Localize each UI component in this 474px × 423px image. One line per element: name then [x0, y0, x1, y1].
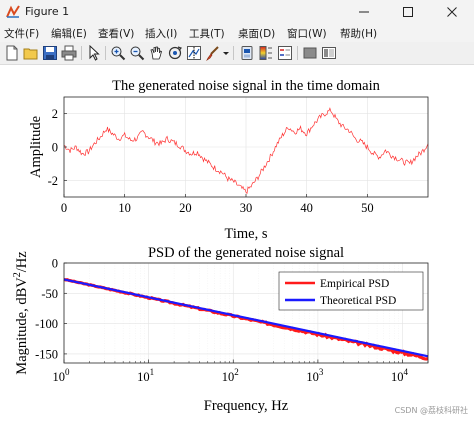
save-icon[interactable] [42, 45, 58, 61]
time-ytick-label: -2 [48, 174, 58, 188]
menu-help[interactable]: 帮助(H) [340, 28, 378, 40]
psd-xlabel: Frequency, Hz [204, 398, 289, 414]
menu-insert[interactable]: 插入(I) [145, 28, 178, 40]
watermark: CSDN @荔枝科研社 [394, 406, 468, 415]
legend-icon[interactable] [277, 45, 293, 61]
minimize-icon [359, 11, 369, 13]
menu-bar: 文件(F) 编辑(E) 查看(V) 插入(I) 工具(T) 桌面(D) 窗口(W… [0, 24, 474, 42]
psd-xtick-label: 103 [306, 367, 324, 384]
time-xtick-label: 30 [240, 201, 253, 215]
window-title: Figure 1 [25, 5, 70, 18]
time-xtick-label: 20 [179, 201, 192, 215]
psd-xtick-label: 101 [137, 367, 154, 384]
figure-toolbar [0, 42, 474, 65]
psd-xtick-exponent: 0 [65, 367, 70, 377]
maximize-icon [403, 7, 413, 17]
psd-xtick-base: 10 [222, 370, 235, 384]
menu-window[interactable]: 窗口(W) [287, 28, 327, 40]
noise-signal-line [63, 107, 429, 195]
close-button[interactable] [430, 0, 474, 24]
psd-ytick-label: -50 [41, 287, 58, 301]
psd-xtick-label: 102 [222, 367, 239, 384]
legend-label-empirical: Empirical PSD [320, 278, 389, 290]
time-ytick-label: 0 [52, 141, 58, 155]
data-cursor-icon[interactable] [186, 45, 202, 61]
menu-file[interactable]: 文件(F) [4, 28, 40, 40]
psd-xtick-exponent: 1 [150, 367, 155, 377]
menu-view[interactable]: 查看(V) [98, 28, 135, 40]
toolbar-separator [105, 46, 106, 60]
hide-plot-tools-icon[interactable] [302, 45, 318, 61]
time-domain-xlabel: Time, s [225, 226, 268, 242]
zoom-out-icon[interactable] [129, 45, 145, 61]
time-xtick-label: 40 [300, 201, 313, 215]
menu-tools[interactable]: 工具(T) [189, 28, 225, 40]
toolbar-separator [81, 46, 82, 60]
new-figure-icon[interactable] [4, 45, 20, 61]
colorbar-icon[interactable] [258, 45, 274, 61]
time-xtick-label: 50 [361, 201, 374, 215]
toolbar-separator [233, 46, 234, 60]
brush-icon[interactable] [205, 45, 221, 61]
psd-legend[interactable]: Empirical PSD Theoretical PSD [278, 271, 424, 311]
psd-xtick-exponent: 3 [319, 367, 324, 377]
figure-svg: 0 10 20 30 40 50-202 The generated noise sign… [12, 78, 429, 414]
psd-xtick-base: 10 [391, 370, 404, 384]
toolbar-separator [297, 46, 298, 60]
time-ytick-label: 2 [52, 107, 58, 121]
theoretical-psd-line [63, 278, 429, 358]
psd-ytick-label: -100 [35, 317, 58, 331]
psd-xtick-exponent: 2 [234, 367, 239, 377]
psd-ytick-label: 0 [52, 257, 58, 271]
psd-title: PSD of the generated noise signal [148, 245, 344, 261]
legend-label-theoretical: Theoretical PSD [320, 295, 396, 307]
psd-ytick-label: -150 [35, 347, 58, 361]
psd-xtick-base: 10 [306, 370, 319, 384]
figure-canvas[interactable]: 0 10 20 30 40 50 -2 0 2 The generated noise sign… [0, 65, 474, 419]
time-xtick-label: 10 [118, 201, 131, 215]
psd-xtick-label: 104 [391, 367, 409, 384]
time-domain-ticks: 0 10 20 30 40 50-202 [48, 107, 374, 215]
rotate-icon[interactable] [167, 45, 183, 61]
maximize-button[interactable] [386, 0, 430, 24]
psd-xtick-label: 100 [53, 367, 71, 384]
menu-desktop[interactable]: 桌面(D) [238, 28, 276, 40]
psd-legend-box [278, 271, 424, 311]
time-domain-axes-box [63, 96, 429, 198]
title-bar[interactable]: Figure 1 [0, 0, 474, 24]
psd-xtick-exponent: 4 [404, 367, 409, 377]
close-icon [447, 7, 457, 17]
psd-ylabel-sup: 2 [12, 272, 23, 277]
time-xtick-label: 0 [61, 201, 67, 215]
show-plot-tools-icon[interactable] [321, 45, 337, 61]
menu-edit[interactable]: 编辑(E) [51, 28, 87, 40]
pan-icon[interactable] [148, 45, 164, 61]
figure-app-icon [6, 5, 20, 18]
brush-dropdown-icon[interactable] [222, 45, 230, 61]
psd-xtick-base: 10 [137, 370, 150, 384]
time-domain-axes[interactable]: 0 10 20 30 40 50-202 The generated noise sign… [28, 78, 429, 242]
psd-axes-box [63, 262, 429, 364]
open-file-icon[interactable] [23, 45, 39, 61]
print-icon[interactable] [61, 45, 77, 61]
psd-xtick-base: 10 [53, 370, 66, 384]
psd-ylabel-tail: /Hz [14, 251, 30, 273]
link-icon[interactable] [239, 45, 255, 61]
time-domain-title: The generated noise signal in the time d… [112, 78, 381, 94]
psd-ylabel: Magnitude, dBV2/Hz [12, 251, 30, 375]
minimize-button[interactable] [342, 0, 386, 24]
zoom-in-icon[interactable] [110, 45, 126, 61]
pointer-icon[interactable] [86, 45, 102, 61]
psd-ylabel-main: Magnitude, dBV [14, 277, 30, 375]
time-domain-ylabel: Amplitude [28, 116, 44, 178]
